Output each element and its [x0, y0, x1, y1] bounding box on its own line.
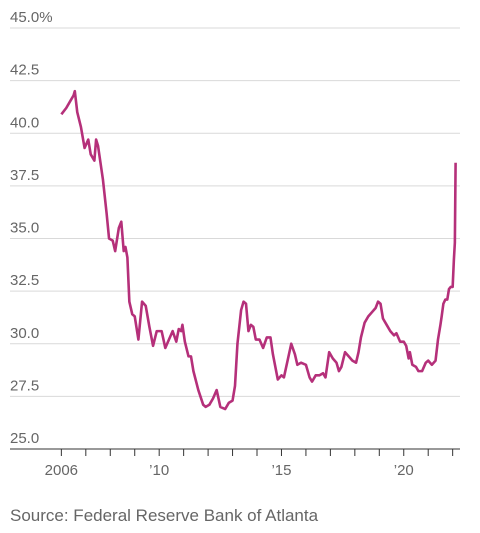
x-tick-label: ’15 — [271, 462, 291, 479]
x-tick-label: ’20 — [394, 462, 414, 479]
y-tick-label: 25.0 — [10, 430, 39, 447]
y-tick-label: 42.5 — [10, 62, 39, 79]
data-line — [60, 89, 457, 411]
y-tick-label: 35.0 — [10, 220, 39, 237]
x-tick-label: ’10 — [149, 462, 169, 479]
y-tick-label: 45.0% — [10, 9, 53, 26]
y-tick-label: 37.5 — [10, 167, 39, 184]
y-tick-label: 32.5 — [10, 272, 39, 289]
y-tick-label: 40.0 — [10, 114, 39, 131]
source: Source: Federal Reserve Bank of Atlanta — [10, 506, 319, 525]
x-tick-label: 2006 — [45, 462, 78, 479]
y-tick-label: 27.5 — [10, 377, 39, 394]
y-tick-label: 30.0 — [10, 325, 39, 342]
